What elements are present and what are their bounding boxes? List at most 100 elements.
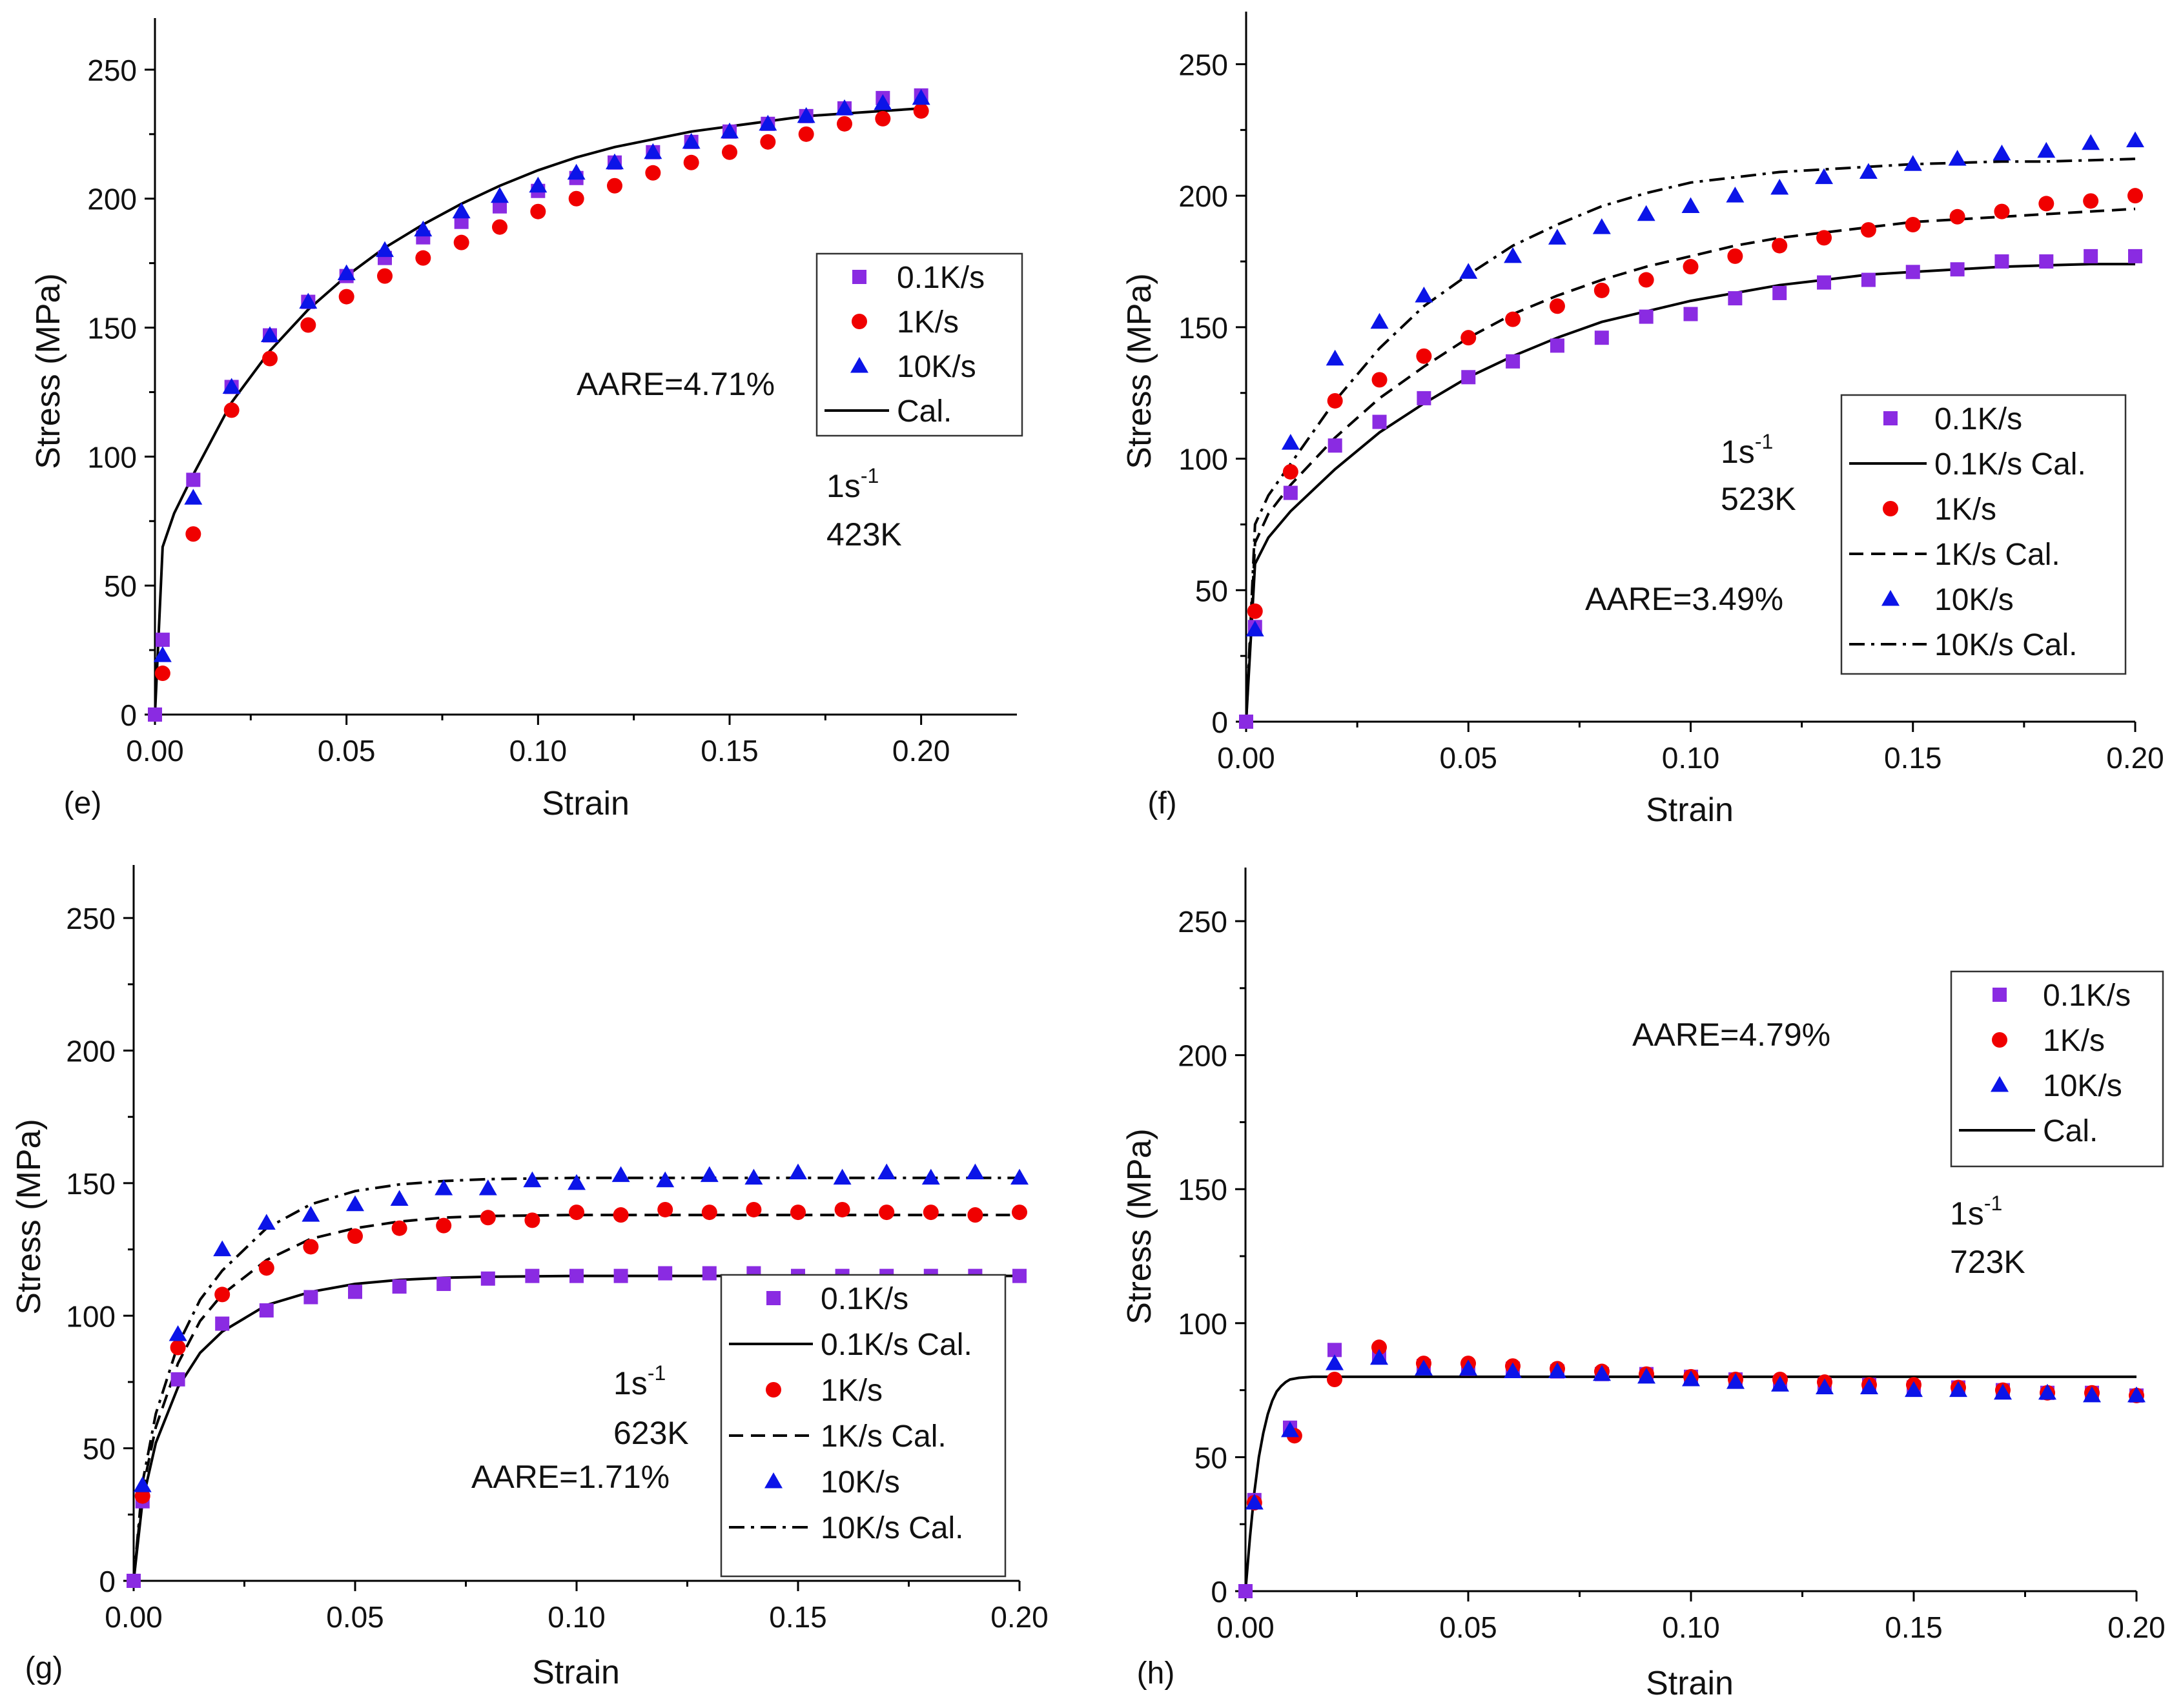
data-point-circle bbox=[453, 234, 469, 250]
data-point-square bbox=[1012, 1268, 1027, 1283]
data-point-square bbox=[155, 633, 170, 647]
legend-marker-circle bbox=[1883, 501, 1898, 516]
temperature-annotation: 523K bbox=[1721, 481, 1796, 517]
y-tick-label: 250 bbox=[1178, 48, 1228, 81]
data-point-circle bbox=[2127, 188, 2143, 204]
legend-box bbox=[1950, 970, 2164, 1168]
legend-marker-triangle bbox=[764, 1472, 783, 1489]
data-point-circle bbox=[967, 1207, 983, 1223]
strain-rate-exponent: -1 bbox=[648, 1361, 666, 1385]
panel-h: 0.00 0.05 0.10 0.15 0.20 0 50 100 150 200 250 Strai… bbox=[1121, 868, 2166, 1702]
data-point-triangle bbox=[874, 94, 892, 110]
legend-box bbox=[815, 252, 1023, 437]
legend: 0.1K/s 1K/s 10K/s Cal. bbox=[815, 252, 1023, 437]
x-tick-label: 0.00 bbox=[1217, 741, 1275, 775]
data-point-square bbox=[392, 1279, 407, 1294]
data-point-square bbox=[1861, 272, 1876, 287]
legend-marker-triangle bbox=[850, 357, 868, 373]
data-point-triangle bbox=[1326, 1354, 1344, 1370]
x-tick-label: 0.15 bbox=[701, 734, 759, 768]
x-tick-label: 0.10 bbox=[509, 734, 568, 768]
calculated-curve bbox=[1245, 158, 2136, 722]
data-point-triangle bbox=[1726, 187, 1745, 203]
data-point-circle bbox=[338, 289, 354, 305]
data-point-triangle bbox=[877, 1163, 896, 1179]
y-tick-label: 150 bbox=[66, 1167, 116, 1201]
data-point-circle bbox=[875, 110, 891, 127]
data-point-circle bbox=[524, 1212, 540, 1228]
data-point-square bbox=[569, 1268, 584, 1283]
legend: 0.1K/s 1K/s 10K/s Cal. bbox=[1950, 970, 2164, 1168]
data-point-triangle bbox=[529, 176, 548, 193]
data-point-circle bbox=[657, 1201, 673, 1217]
data-point-triangle bbox=[568, 1174, 586, 1190]
y-tick-label: 0 bbox=[1211, 706, 1228, 739]
y-axis-label: Stress (MPa) bbox=[1121, 1128, 1158, 1324]
legend: 0.1K/s 0.1K/s Cal. 1K/s 1K/s Cal. 10K/s 10K/s… bbox=[720, 1274, 1007, 1578]
y-axis-label: Stress (MPa) bbox=[1121, 273, 1158, 469]
x-tick-label: 0.10 bbox=[548, 1600, 606, 1634]
x-tick-label: 0.15 bbox=[1885, 1611, 1943, 1644]
data-point-square bbox=[1327, 1343, 1342, 1357]
data-point-triangle bbox=[1281, 1421, 1299, 1438]
data-point-circle bbox=[415, 250, 431, 266]
y-tick-label: 100 bbox=[66, 1299, 116, 1333]
legend-marker-triangle bbox=[1991, 1076, 2009, 1092]
data-point-square bbox=[613, 1268, 628, 1283]
panel-f: 0.00 0.05 0.10 0.15 0.20 0 50 100 150 200 250 Strai… bbox=[1121, 12, 2164, 829]
data-point-square bbox=[1994, 254, 2009, 269]
legend-label: 1K/s Cal. bbox=[1934, 538, 2060, 572]
y-tick-label: 200 bbox=[87, 183, 137, 216]
data-point-triangle bbox=[1815, 168, 1834, 185]
data-point-triangle bbox=[2037, 141, 2056, 158]
data-point-circle bbox=[746, 1201, 762, 1217]
y-tick-label: 200 bbox=[1178, 1039, 1227, 1073]
strain-rate-base: 1s bbox=[613, 1365, 648, 1401]
data-point-triangle bbox=[222, 378, 241, 394]
data-point-triangle bbox=[1548, 1362, 1566, 1379]
data-point-circle bbox=[492, 219, 507, 235]
data-point-circle bbox=[913, 103, 929, 119]
data-point-triangle bbox=[299, 292, 318, 309]
legend-label: 0.1K/s bbox=[1934, 402, 2022, 436]
data-point-triangle bbox=[606, 153, 624, 170]
data-point-triangle bbox=[759, 114, 777, 131]
data-point-circle bbox=[347, 1228, 363, 1245]
data-point-circle bbox=[377, 268, 393, 284]
data-point-triangle bbox=[435, 1179, 453, 1195]
panel-e: 0.00 0.05 0.10 0.15 0.20 0 50 100 150 200 250 Strai… bbox=[30, 18, 1023, 822]
x-axis-label: Strain bbox=[542, 785, 630, 822]
data-point-square bbox=[127, 1574, 141, 1588]
legend-label: 1K/s bbox=[1934, 493, 1996, 527]
legend-label: 10K/s bbox=[2043, 1069, 2122, 1103]
legend-label: 0.1K/s bbox=[821, 1282, 908, 1316]
x-tick-label: 0.00 bbox=[105, 1600, 163, 1634]
legend-label: 0.1K/s Cal. bbox=[821, 1328, 972, 1362]
aare-annotation: AARE=4.79% bbox=[1632, 1017, 1830, 1053]
legend-label: 1K/s bbox=[2043, 1024, 2105, 1058]
legend-label: 0.1K/s bbox=[2043, 979, 2131, 1013]
data-point-circle bbox=[300, 317, 316, 333]
data-point-triangle bbox=[1370, 1348, 1388, 1365]
calculated-curve bbox=[1245, 207, 2136, 722]
data-point-triangle bbox=[1770, 178, 1789, 195]
data-point-circle bbox=[1905, 217, 1921, 232]
data-point-circle bbox=[303, 1239, 319, 1255]
legend-label: 1K/s bbox=[821, 1374, 883, 1408]
data-point-triangle bbox=[257, 1214, 276, 1230]
data-point-triangle bbox=[1548, 229, 1566, 245]
data-point-triangle bbox=[1459, 263, 1478, 279]
legend-label: 0.1K/s Cal. bbox=[1934, 447, 2086, 482]
y-axis-label: Stress (MPa) bbox=[10, 1119, 48, 1314]
data-point-square bbox=[1905, 265, 1920, 280]
data-point-circle bbox=[1416, 348, 1432, 364]
data-point-square bbox=[1506, 354, 1521, 369]
data-point-triangle bbox=[2083, 1386, 2101, 1403]
strain-rate-base: 1s bbox=[1950, 1195, 1984, 1232]
data-point-square bbox=[525, 1268, 540, 1283]
data-point-square bbox=[2084, 249, 2098, 263]
panel-label: (f) bbox=[1147, 786, 1176, 820]
data-point-circle bbox=[1327, 1372, 1342, 1388]
data-point-triangle bbox=[1637, 205, 1655, 221]
legend-marker-triangle bbox=[1881, 590, 1900, 606]
